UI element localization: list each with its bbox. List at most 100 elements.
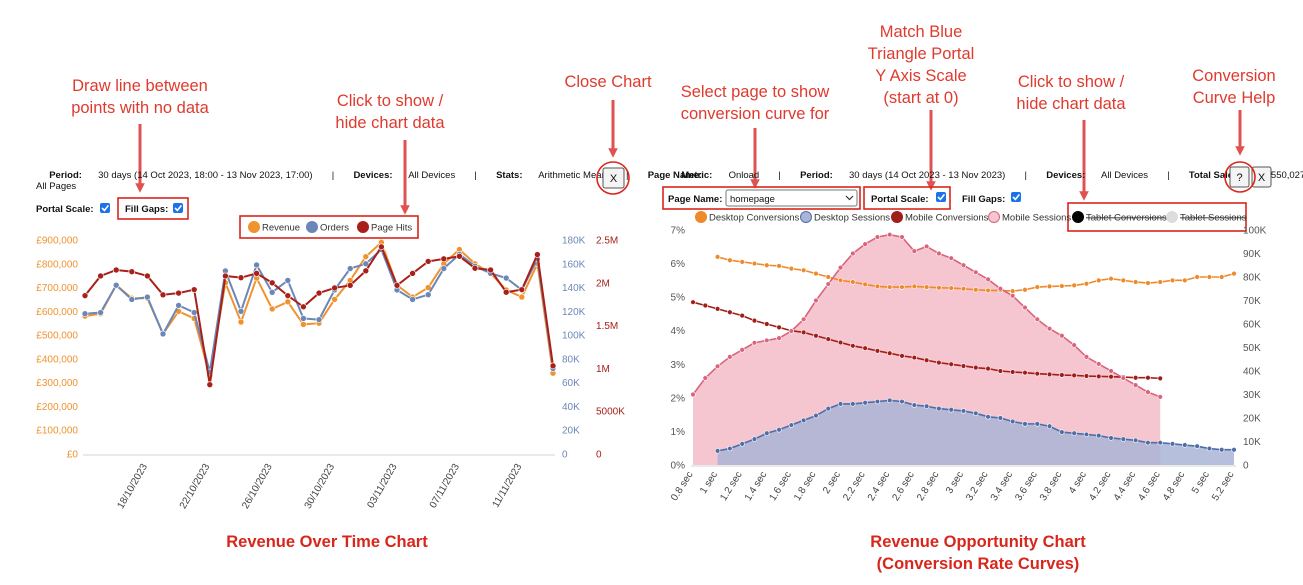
data-point: [813, 412, 819, 419]
data-point: [850, 343, 856, 349]
data-point: [1219, 274, 1225, 280]
data-point: [1194, 443, 1200, 449]
header-text: Metric: Onload | Period: 30 days (14 Oct…: [668, 170, 1303, 181]
annotation: Y Axis Scale: [875, 67, 966, 85]
legend-item[interactable]: Tablet Sessions: [1166, 211, 1247, 224]
data-point: [1206, 274, 1213, 280]
annotation: hide chart data: [1016, 95, 1126, 113]
legend-item[interactable]: Desktop Sessions: [800, 211, 891, 224]
legend-label: Mobile Sessions: [1002, 213, 1071, 224]
button-frame: [1251, 166, 1272, 188]
data-point: [690, 391, 696, 398]
legend-item[interactable]: Mobile Sessions: [988, 211, 1072, 224]
checkbox[interactable]: [936, 192, 946, 202]
data-point: [874, 348, 881, 354]
data-point: [1071, 372, 1077, 379]
x-tick-label: 1 sec: [698, 470, 720, 496]
data-point: [764, 321, 770, 327]
data-point: [1022, 421, 1028, 427]
data-point: [1132, 279, 1139, 285]
data-point: [800, 316, 807, 322]
data-point: [253, 261, 260, 269]
data-point: [300, 321, 307, 328]
data-point: [97, 309, 104, 316]
control-label: Fill Gaps:: [125, 204, 168, 215]
checkbox[interactable]: [1011, 192, 1021, 202]
y2-tick-label: 90K: [1243, 249, 1261, 260]
data-point: [1182, 277, 1188, 284]
data-point: [887, 284, 893, 290]
legend-item[interactable]: Revenue: [248, 221, 301, 234]
separator: |: [332, 170, 334, 181]
data-point: [128, 268, 136, 275]
data-point: [112, 281, 120, 289]
legend-item[interactable]: Tablet Conversions: [1072, 211, 1168, 224]
checkbox-tick: [937, 193, 946, 201]
data-point: [985, 414, 991, 420]
highlight-box: [662, 186, 861, 210]
area: [693, 234, 1161, 465]
legend-item[interactable]: Page Hits: [357, 221, 413, 234]
data-point: [1083, 431, 1090, 438]
data-point: [1108, 368, 1114, 374]
data-point: [973, 269, 979, 275]
data-point: [346, 265, 354, 272]
y3-tick-label: 2M: [596, 278, 610, 289]
x-tick-label: 4.4 sec: [1112, 470, 1138, 503]
x-tick-label: 3.2 sec: [964, 470, 990, 503]
help-button[interactable]: ?: [1229, 166, 1250, 188]
data-point: [1096, 373, 1102, 380]
data-point: [887, 397, 893, 404]
data-point: [702, 302, 708, 309]
data-point: [1120, 375, 1127, 381]
header-value: Onload: [729, 170, 760, 181]
legend-label: Orders: [320, 223, 349, 234]
header-label: Total Sales:: [1189, 170, 1242, 181]
data-point: [727, 257, 733, 263]
data-point: [899, 284, 905, 290]
checkbox-tick: [174, 204, 183, 212]
close-button[interactable]: X: [1251, 166, 1272, 188]
legend-item[interactable]: Desktop Conversions: [695, 211, 800, 224]
data-point: [331, 296, 338, 303]
data-point: [837, 401, 844, 407]
legend-item[interactable]: Mobile Conversions: [891, 211, 989, 224]
data-point: [487, 266, 494, 274]
legend-item[interactable]: Orders: [306, 221, 350, 234]
x-tick-label: 4.8 sec: [1161, 470, 1187, 503]
data-point: [764, 430, 770, 436]
data-point: [284, 277, 292, 284]
checkbox[interactable]: [100, 203, 110, 213]
data-point: [850, 401, 856, 407]
close-button[interactable]: X: [602, 167, 625, 189]
data-point: [923, 403, 930, 409]
data-point: [899, 234, 905, 240]
annotation: Select page to show: [681, 83, 830, 101]
data-point: [776, 335, 782, 341]
data-point: [1120, 436, 1127, 442]
data-point: [887, 350, 893, 356]
data-point: [284, 298, 292, 306]
data-point: [837, 264, 844, 271]
x-tick-label: 2.4 sec: [866, 470, 892, 503]
data-point: [923, 243, 930, 250]
control-label: Fill Gaps:: [962, 194, 1005, 205]
data-point: [409, 296, 416, 303]
data-point: [378, 243, 385, 251]
y-tick-label: £200,000: [36, 402, 78, 413]
separator: |: [1167, 170, 1169, 181]
data-point: [764, 337, 770, 344]
data-point: [973, 410, 979, 416]
chart-caption: (Conversion Rate Curves): [877, 555, 1080, 573]
page-select[interactable]: homepage: [725, 189, 858, 207]
data-point: [948, 285, 954, 291]
annotation: hide chart data: [335, 114, 445, 132]
data-point: [850, 279, 856, 285]
y3-tick-label: 5000K: [596, 407, 625, 418]
checkbox[interactable]: [173, 203, 183, 213]
data-point: [268, 289, 276, 296]
data-point: [973, 287, 979, 293]
area: [717, 400, 1234, 465]
data-point: [1034, 370, 1040, 377]
x-tick-label: 4.2 sec: [1087, 470, 1113, 503]
